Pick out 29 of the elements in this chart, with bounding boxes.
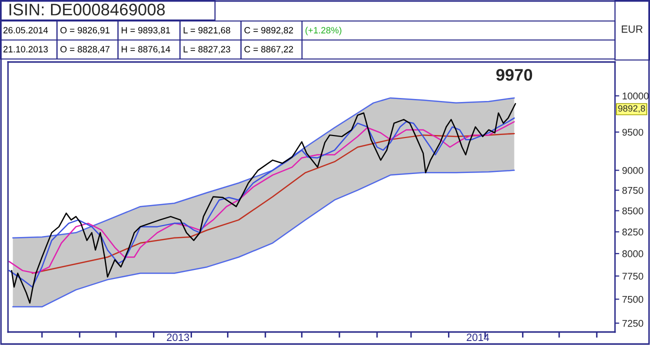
text: (+1.28%) bbox=[306, 26, 342, 36]
line-series bbox=[12, 97, 515, 238]
y-tick-label: 9500 bbox=[622, 128, 644, 136]
y-axis-title: EUR bbox=[622, 26, 643, 33]
annotation: 9970 bbox=[496, 68, 532, 81]
text: H = 9893,81 bbox=[122, 27, 170, 34]
text: O = 9826,91 bbox=[60, 27, 110, 34]
y-tick-label: 7500 bbox=[622, 296, 644, 303]
y-tick-label: 7750 bbox=[622, 272, 644, 280]
x-tick-label: 2014 bbox=[466, 334, 490, 342]
x-tick-label: 2013 bbox=[166, 334, 190, 342]
y-tick-label: 8000 bbox=[622, 250, 644, 258]
text: L = 8827,23 bbox=[184, 46, 230, 54]
text: C = 9892,82 bbox=[244, 27, 293, 34]
y-tick-label: 8250 bbox=[622, 228, 644, 236]
y-tick-label: 10000 bbox=[622, 92, 649, 100]
text: H = 8876,14 bbox=[122, 46, 170, 54]
y-tick-label: 7250 bbox=[622, 320, 644, 327]
text: 26.05.2014 bbox=[3, 27, 48, 34]
y-tick-label: 9000 bbox=[622, 167, 644, 174]
chart-title: ISIN: DE0008469008 bbox=[10, 4, 165, 16]
text: C = 8867,22 bbox=[244, 46, 293, 54]
text: O = 8828,47 bbox=[60, 46, 110, 54]
y-tick-label: 8750 bbox=[622, 186, 644, 194]
text: 9892,8 bbox=[618, 105, 645, 113]
line-series bbox=[12, 170, 515, 308]
y-tick-label: 8500 bbox=[622, 207, 644, 214]
text: L = 9821,68 bbox=[184, 27, 230, 34]
text: 21.10.2013 bbox=[3, 46, 48, 52]
